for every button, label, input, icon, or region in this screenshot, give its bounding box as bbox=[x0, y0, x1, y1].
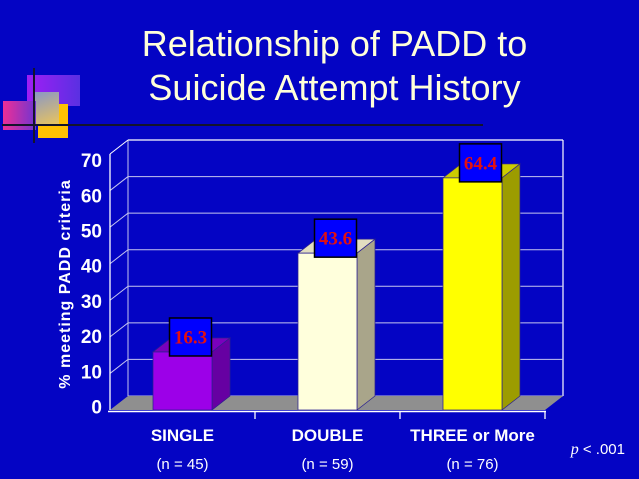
bar-side-face bbox=[501, 163, 521, 411]
y-axis-title: % meeting PADD criteria bbox=[57, 179, 74, 388]
category-n-label: (n = 76) bbox=[446, 456, 498, 473]
title-line-1: Relationship of PADD to bbox=[141, 23, 528, 64]
y-axis-tick bbox=[109, 285, 129, 301]
p-value-note: p < .001 bbox=[571, 441, 625, 459]
category-n-label: (n = 59) bbox=[301, 456, 353, 473]
value-label: 16.3 bbox=[174, 327, 207, 348]
y-axis-tick-label: 0 bbox=[91, 398, 102, 419]
category-label: SINGLE bbox=[151, 426, 214, 445]
accent-gradient-strip bbox=[35, 92, 59, 124]
value-label-box bbox=[458, 143, 503, 183]
accent-vertical-line bbox=[33, 68, 35, 143]
y-axis-tick-label: 30 bbox=[81, 292, 102, 313]
y-axis-tick bbox=[109, 139, 129, 155]
y-axis-tick bbox=[109, 322, 129, 338]
y-axis-tick-label: 20 bbox=[81, 327, 102, 348]
accent-horizontal-line bbox=[2, 124, 483, 126]
value-label: 43.6 bbox=[319, 229, 352, 250]
p-symbol: p bbox=[570, 441, 579, 458]
slide-title: Relationship of PADD to Suicide Attempt … bbox=[75, 22, 594, 110]
y-axis-tick-label: 60 bbox=[81, 186, 102, 207]
y-axis-tick-label: 70 bbox=[81, 151, 102, 172]
bar-front-face bbox=[442, 177, 503, 411]
bar-side-face bbox=[356, 238, 376, 411]
value-label-box bbox=[168, 317, 213, 357]
category-label: THREE or More bbox=[410, 426, 535, 445]
y-axis-tick-label: 50 bbox=[81, 222, 102, 243]
bar-front-face bbox=[297, 252, 358, 411]
bar-front-face bbox=[152, 351, 213, 411]
chart-axes bbox=[108, 154, 546, 419]
y-axis-tick bbox=[109, 212, 129, 228]
chart-labels: 0 10 20 30 40 50 60 70 16.3 43.6 64.4 SINGLE (n = 45… bbox=[81, 143, 535, 473]
p-threshold: < .001 bbox=[578, 441, 625, 458]
y-axis-tick-label: 10 bbox=[81, 362, 102, 383]
category-label: DOUBLE bbox=[292, 426, 364, 445]
y-axis-tick bbox=[109, 359, 129, 374]
value-label: 64.4 bbox=[464, 153, 498, 174]
value-label-box bbox=[313, 218, 358, 258]
y-axis-tick bbox=[109, 249, 129, 265]
category-n-label: (n = 45) bbox=[156, 456, 208, 473]
chart-bars bbox=[151, 163, 522, 411]
y-axis-tick bbox=[109, 176, 129, 191]
title-line-2: Suicide Attempt History bbox=[148, 67, 521, 108]
y-axis-tick-label: 40 bbox=[81, 257, 102, 278]
